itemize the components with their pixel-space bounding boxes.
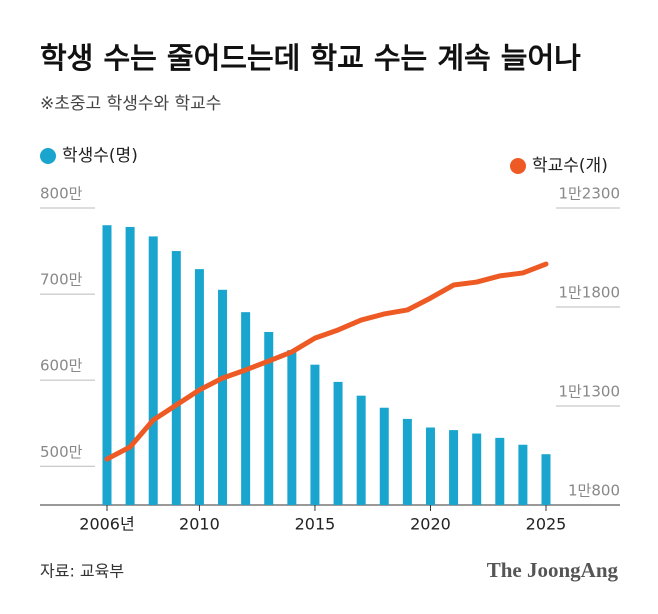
bar [495, 437, 505, 505]
legend-label: 학생수(명) [62, 146, 138, 166]
x-tick-label: 2015 [295, 515, 336, 534]
bar [541, 454, 551, 505]
bar [125, 226, 135, 505]
bar [449, 430, 459, 505]
bar [241, 312, 251, 505]
bar [194, 269, 204, 505]
bar [264, 331, 274, 505]
bar [402, 418, 412, 505]
legend-swatch [40, 148, 56, 164]
bar [171, 251, 181, 505]
x-tick-label: 2010 [179, 515, 220, 534]
line [104, 261, 549, 462]
bar [333, 381, 343, 505]
bar [356, 395, 366, 505]
y-tick-label: 800만 [40, 185, 83, 203]
legend-label: 학교수(개) [532, 156, 608, 176]
bar [379, 407, 389, 505]
y-tick-label: 500만 [40, 443, 83, 461]
bar [218, 289, 228, 505]
source: 자료: 교육부 [40, 562, 124, 581]
bar [518, 444, 528, 505]
logo: The JoongAng [487, 558, 619, 582]
bar [310, 364, 320, 505]
bar [472, 433, 482, 505]
bar [287, 350, 297, 505]
x-tick-label: 2006년 [79, 515, 134, 534]
bar [148, 236, 158, 505]
y-tick-label: 700만 [40, 271, 83, 289]
x-tick-label: 2025 [526, 515, 567, 534]
legend-swatch [510, 158, 526, 174]
y2-tick-label: 1만800 [568, 482, 620, 500]
x-tick-label: 2020 [410, 515, 451, 534]
chart-title: 학생 수는 줄어드는데 학교 수는 계속 늘어나 [40, 41, 581, 75]
y2-tick-label: 1만2300 [558, 185, 620, 203]
bar [425, 427, 435, 505]
y2-tick-label: 1만1800 [558, 284, 620, 302]
bar [102, 225, 112, 505]
y2-tick-label: 1만1300 [558, 383, 620, 401]
y-tick-label: 600만 [40, 357, 83, 375]
chart-subtitle: ※초중고 학생수와 학교수 [40, 94, 221, 114]
